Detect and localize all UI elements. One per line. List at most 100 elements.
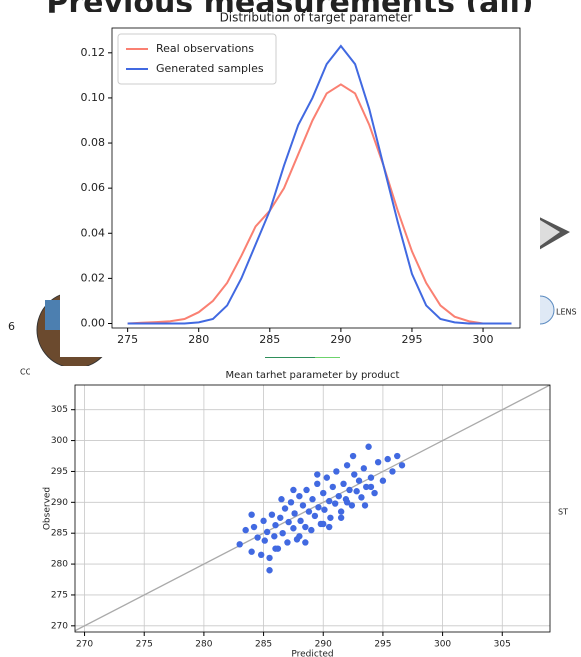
scatter-point [290,486,297,494]
y-tick-label: 0.12 [81,46,106,59]
y-tick-label: 0.08 [81,136,106,149]
scatter-point [261,537,268,544]
y-tick-label: 305 [51,405,68,415]
scatter-point [308,526,315,534]
scatter-point [314,480,321,487]
y-tick-label: 285 [51,529,68,539]
x-tick-label: 295 [374,640,391,650]
scatter-point [337,514,345,521]
chart: 270 275 280 285 290 295 300 305 270 275 280 285 290 2… [43,370,551,657]
scatter-point [305,508,313,515]
x-tick-label: 300 [434,640,451,650]
y-tick-label: 0.06 [81,181,106,194]
scatter-point [343,462,351,469]
x-tick-label: 290 [315,640,332,650]
line-series [127,44,512,325]
y-tick-label: 0.10 [81,91,106,104]
scatter-point [291,510,298,517]
scatter-point [346,486,353,494]
scatter-point [263,528,271,536]
scatter-point [254,534,261,541]
x-tick-label: 295 [401,333,422,346]
slide-fragment: LENS [556,308,577,317]
scatter-point [278,496,285,503]
scatter-point [272,545,279,552]
scatter-point [302,523,309,531]
scatter-point [355,477,363,484]
scatter-point [361,502,369,509]
scatter-point [271,533,278,540]
plot-area [75,385,550,632]
scatter-point [326,497,333,505]
chart-title: Distribution of target parameter [220,11,413,25]
scatter-point [340,480,347,487]
y-tick-label: 270 [51,621,68,631]
scatter-point [367,483,375,491]
x-tick-label: 300 [473,333,494,346]
x-tick-label: 270 [76,640,93,650]
scatter-point [297,517,304,525]
scatter-point [272,521,279,529]
scatter-point [285,518,292,526]
scatter-point [389,468,396,475]
scatter-point [327,514,334,521]
scatter-point [337,508,345,515]
x-tick-label: 305 [494,640,511,650]
scatter-point [290,525,297,532]
legend-box [117,33,277,85]
illustration [540,220,560,246]
y-tick-label: 0.00 [81,316,106,329]
legend-label: Generated samples [156,62,264,75]
scatter-point [303,486,310,494]
scatter-point [353,488,360,495]
y-axis-label: Observed [43,487,53,530]
scatter-point [296,533,303,540]
scatter-point [363,483,370,491]
scatter-point [320,489,327,497]
scatter-point [323,474,331,481]
y-tick-label: 295 [51,467,68,477]
scatter-point [268,511,276,518]
scatter-point [248,511,255,518]
scatter-point [343,499,351,506]
scatter-point [358,494,365,501]
chart-title: Mean tarhet parameter by product [226,370,400,381]
plot-frame [74,384,551,633]
scatter-point [284,539,291,546]
scatter-point [236,541,243,548]
slide-fragment: COI [20,368,34,377]
scatter-point [314,471,321,478]
chart: 275 280 285 290 295 300 0.00 0.02 0.04 0.06 0.08 0.… [81,11,521,346]
y-tick-label: 275 [51,590,68,600]
scatter-point [302,539,309,546]
x-tick-label: 280 [195,640,212,650]
slide-fragment: 6 [8,320,15,333]
scatter-point [250,523,258,531]
reference-line [75,385,550,632]
scatter-point [266,554,273,562]
legend-label: Real observations [156,42,254,55]
scatter-point [260,517,267,525]
scatter-point [374,458,382,466]
scatter-point [349,452,357,460]
scatter-point [335,492,342,500]
y-tick-label: 290 [51,498,68,508]
scatter-point [311,512,319,520]
scatter-point [329,483,336,491]
scatter-point [287,499,295,506]
line-series [127,83,512,325]
scatter-point [266,567,273,574]
x-tick-label: 275 [117,333,138,346]
scatter-point [367,474,375,481]
scatter-point [242,526,249,534]
scatter-point [257,551,265,559]
scatter-point [351,471,358,478]
scatter-point [248,548,255,555]
scatter-point [315,504,322,511]
scatter-point [326,523,333,531]
x-tick-label: 290 [330,333,351,346]
scatter-point [277,514,284,521]
y-tick-label: 300 [51,436,68,446]
scatter-point [321,506,328,513]
